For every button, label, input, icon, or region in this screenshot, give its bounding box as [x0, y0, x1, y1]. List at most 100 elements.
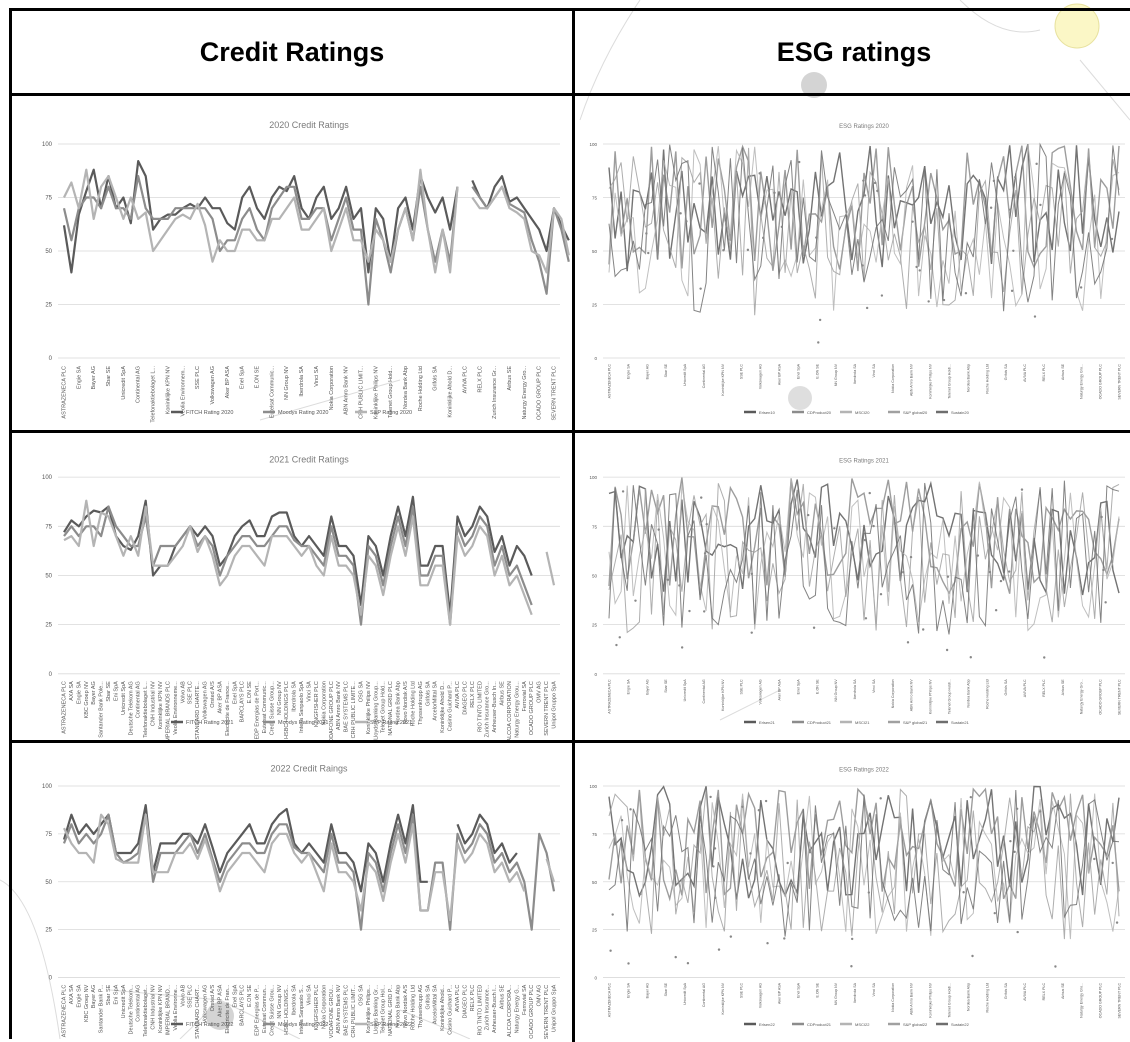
esg2021-point [1104, 601, 1107, 604]
credit2022-xtick: Veolia Environne... [173, 984, 179, 1030]
credit2021-xtick: Vinci SA [307, 681, 313, 702]
credit2020-ytick: 0 [49, 356, 53, 362]
esg2021-xtick: Iberdrola SA [853, 679, 857, 700]
credit2022-xtick: BAE SYSTEMS PLC [344, 985, 350, 1036]
credit2021-xtick: Telefonaktiebolaget L... [143, 681, 149, 738]
esg2022-xtick: Telenet Group Holdi... [948, 983, 952, 1018]
credit2022-xtick: Santander Bank P... [99, 984, 105, 1033]
esg2021-point [621, 490, 625, 493]
esg2022-point [850, 937, 854, 941]
esg2021-point [879, 593, 883, 596]
credit2022-xtick: Ferrovial SA [522, 984, 528, 1015]
credit2020-xtick: Koninklijke KPN NV [165, 366, 171, 415]
credit-2022-cell: 2022 Credit Raings 0 25 50 75 100 ASTRAZENECA … [12, 743, 575, 1042]
esg2021-xtick: Bayer AG [645, 679, 649, 695]
credit2021-ytick: 100 [42, 475, 53, 481]
esg2020-xtick: Aker BP ASA [778, 363, 782, 385]
esg2021-point [1100, 515, 1103, 519]
esg2022-point [713, 847, 717, 850]
esg2021-xtick: Airbus SE [1061, 679, 1065, 696]
esg2022-point [879, 797, 882, 800]
credit2020-xtick: Koninklijke Ahold D... [448, 366, 454, 418]
credit2021-xtick: Roche Holding Ltd [410, 681, 416, 726]
credit2020-xtick: Volkswagen AG [210, 366, 216, 405]
credit2021-legend-label: FITCH Rating 2021 [186, 720, 233, 726]
esg2022-xtick: Iberdrola SA [853, 982, 857, 1003]
esg2021-legend-label: Erlsen21 [759, 720, 776, 725]
esg2021-point [864, 617, 868, 620]
esg2022-ytick: 75 [592, 832, 598, 837]
esg2021-legend-label: CDProduct21 [807, 720, 832, 725]
esg2022-point [609, 949, 612, 952]
esg2020-xtick: Vinci SA [872, 363, 876, 377]
esg2020-xtick: SSE PLC [740, 364, 744, 380]
credit2021-xtick: KBC Groep NV [84, 681, 90, 719]
credit2022-xtick: IMPERIAL BRAND... [165, 984, 171, 1035]
esg2021-point [994, 609, 998, 612]
esg2020-xtick: Airbus SE [1061, 363, 1065, 380]
esg2020-point [647, 251, 650, 255]
esg2022-point [1054, 965, 1057, 968]
credit2020-ytick: 50 [45, 249, 52, 255]
esg2021-xtick: Nordea Bank Abp [966, 679, 970, 707]
esg2022-point [741, 805, 744, 808]
credit2022-xtick: Zurich Insurance... [485, 984, 491, 1030]
esg2022-point [1016, 930, 1019, 934]
esg2022-point [1029, 823, 1032, 826]
esg2022-series-0 [608, 785, 1120, 900]
esg2021-xtick: Continental AG [702, 679, 706, 703]
credit2021-ytick: 25 [45, 623, 52, 629]
esg2021-point [1007, 570, 1011, 573]
esg2021-xtick: Telenet Group Holdi... [948, 679, 952, 714]
credit2022-title: 2022 Credit Raings [270, 764, 348, 774]
esg2022-point [971, 954, 974, 958]
credit2022-xtick: VODAFONE GROU... [329, 984, 335, 1038]
esg2020-point [876, 189, 879, 193]
credit2022-xtick: SEVERN TRENT PLC [544, 985, 550, 1040]
esg2022-point [783, 937, 786, 940]
esg2020-xtick: Unicredit SpA [683, 363, 687, 386]
credit2021-xtick: Bayer AG [91, 681, 97, 705]
credit2021-xtick: Airbus SE [500, 681, 506, 706]
esg2021-xtick: ASTRAZENECA PLC [608, 679, 612, 714]
credit2022-xtick: NATIONAL GRID P... [388, 984, 394, 1036]
credit2022-xtick: CNH Industrial NV [151, 984, 157, 1029]
credit2022-xtick: RELX PLC [470, 985, 476, 1012]
esg-2021-cell: ESG Ratings 2021 0 25 50 75 100 ASTRAZENECA PL… [575, 433, 1130, 743]
credit-2022-chart: 2022 Credit Raings 0 25 50 75 100 ASTRAZENECA … [42, 764, 560, 1040]
credit2021-ytick: 0 [49, 672, 53, 678]
credit2021-xtick: Nordea Bank Abp [396, 681, 402, 724]
esg2020-point [758, 172, 761, 175]
esg2020-xtick: SEVERN TRENT PLC [1118, 364, 1122, 400]
esg2022-legend-label: Sustain22 [951, 1022, 970, 1027]
credit2022-xtick: Koninklijke Ahold... [440, 984, 446, 1031]
esg2021-ytick: 25 [592, 623, 598, 628]
esg2021-xtick: Roche Holding Ltd [985, 679, 989, 709]
credit2020-xtick: SEVERN TRENT PLC [552, 366, 558, 421]
esg2022-xtick: SSE PLC [740, 983, 744, 999]
esg2020-xtick: Iberdrola SA [853, 363, 857, 384]
esg2022-point [1115, 921, 1119, 924]
credit2020-ytick: 25 [45, 303, 52, 309]
esg2022-xtick: Enel SpA [796, 982, 800, 998]
esg2020-point [815, 236, 818, 239]
esg2022-point [749, 852, 752, 855]
credit2020-legend-label: Moodys Rating 2020 [278, 410, 328, 416]
esg2022-xtick: Koninklijke Philips NV [929, 982, 933, 1017]
credit2020-xtick: Unicredit SpA [121, 366, 127, 400]
credit2021-xtick: Koninklijke KPN NV [158, 681, 164, 730]
credit2020-ytick: 100 [42, 142, 53, 148]
esg2021-xtick: Unicredit SpA [683, 679, 687, 702]
esg2022-legend-label: CDProduct21 [807, 1022, 832, 1027]
credit2021-xtick: Anheuser-Busch In... [492, 681, 498, 733]
esg2020-title: ESG Ratings 2020 [839, 124, 889, 130]
credit2022-xtick: Volvo AB [180, 984, 186, 1006]
credit2022-xtick: DIAGEO PLC [462, 985, 468, 1019]
esg2022-point [1009, 839, 1012, 843]
credit2020-xtick: Koninklijke Philips NV [373, 366, 379, 420]
credit2022-xtick: Roche Holding Ltd [410, 985, 416, 1030]
credit2022-xtick: E.ON SE [247, 984, 253, 1007]
credit2021-xtick: Unipol Gruppo SpA [552, 681, 558, 729]
esg2021-xtick: Sbar SE [664, 679, 668, 693]
credit2022-xtick: SSE PLC [188, 985, 194, 1008]
